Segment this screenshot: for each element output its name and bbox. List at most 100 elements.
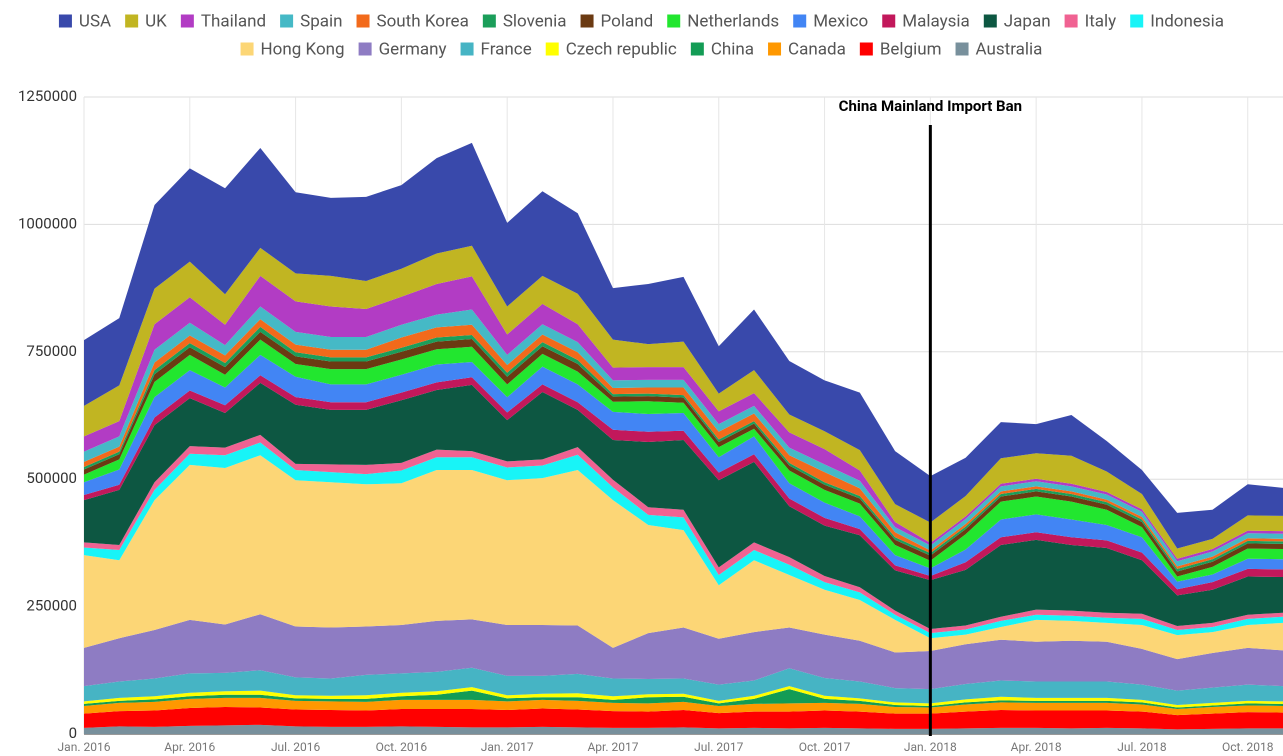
area xyxy=(84,455,1283,660)
legend-item: Czech republic xyxy=(545,39,677,59)
legend-label: France xyxy=(481,39,532,59)
legend-label: Malaysia xyxy=(902,11,970,31)
legend-swatch xyxy=(545,42,559,56)
legend-item: Canada xyxy=(768,39,846,59)
area xyxy=(84,686,1283,708)
legend-label: USA xyxy=(79,11,111,31)
legend-item: Poland xyxy=(580,11,654,31)
legend-label: Canada xyxy=(788,39,846,59)
area xyxy=(84,724,1283,734)
legend-label: Japan xyxy=(1004,11,1051,31)
legend-item: Japan xyxy=(983,11,1051,31)
area xyxy=(84,442,1283,639)
legend-swatch xyxy=(690,42,704,56)
legend-label: Slovenia xyxy=(503,11,567,31)
legend-item: China xyxy=(690,39,754,59)
area xyxy=(84,614,1283,691)
legend-item: Spain xyxy=(280,11,343,31)
legend-swatch xyxy=(358,42,372,56)
legend-item: Indonesia xyxy=(1130,11,1224,31)
legend-item: Netherlands xyxy=(667,11,779,31)
legend-item: Belgium xyxy=(859,39,942,59)
legend-label: Spain xyxy=(300,11,342,31)
area xyxy=(84,375,1283,596)
y-tick-label: 750000 xyxy=(26,342,77,360)
x-tick-label: Oct. 2017 xyxy=(799,740,851,754)
area xyxy=(84,697,1283,716)
legend-item: Slovenia xyxy=(482,11,567,31)
legend-swatch xyxy=(460,42,474,56)
legend-swatch xyxy=(580,14,594,28)
x-tick-label: Jan. 2016 xyxy=(58,740,111,754)
legend-label: South Korea xyxy=(377,11,469,31)
area xyxy=(84,245,1283,559)
y-tick-label: 250000 xyxy=(26,597,77,615)
legend-label: Italy xyxy=(1085,11,1117,31)
legend-item: Thailand xyxy=(180,11,266,31)
areas xyxy=(84,142,1283,734)
x-tick-label: Apr. 2017 xyxy=(587,740,638,754)
x-tick-label: Apr. 2018 xyxy=(1011,740,1062,754)
legend-label: Poland xyxy=(601,11,654,31)
y-tick-label: 1000000 xyxy=(18,214,77,232)
legend-swatch xyxy=(1064,14,1078,28)
area xyxy=(84,339,1283,582)
area xyxy=(84,689,1283,710)
legend-label: Australia xyxy=(976,39,1043,59)
legend-item: Malaysia xyxy=(882,11,970,31)
x-tick-label: Jul. 2017 xyxy=(694,740,744,754)
y-tick-label: 1250000 xyxy=(18,87,77,105)
axes: 0 250000 500000 750000 1000000 1250000 Jan. 20… xyxy=(18,87,1274,754)
legend-swatch xyxy=(859,42,873,56)
legend-item: Germany xyxy=(358,39,447,59)
legend-item: South Korea xyxy=(356,11,469,31)
legend-label: Netherlands xyxy=(687,11,779,31)
legend-swatch xyxy=(1130,14,1144,28)
legend-label: China xyxy=(711,39,754,59)
legend-label: Indonesia xyxy=(1150,11,1224,31)
legend-swatch xyxy=(955,42,969,56)
legend-swatch xyxy=(356,14,370,28)
y-tick-label: 500000 xyxy=(26,469,77,487)
legend-label: Czech republic xyxy=(566,39,677,59)
legend-swatch xyxy=(983,14,997,28)
legend-swatch xyxy=(240,42,254,56)
area xyxy=(84,667,1283,705)
area xyxy=(84,354,1283,590)
legend-item: USA xyxy=(58,11,111,31)
legend-item: Italy xyxy=(1064,11,1117,31)
x-tick-label: Oct. 2018 xyxy=(1222,740,1274,754)
legend-item: France xyxy=(460,39,532,59)
legend-item: Mexico xyxy=(793,11,868,31)
legend-label: Mexico xyxy=(813,11,868,31)
area xyxy=(84,706,1283,730)
x-tick-label: Jan. 2018 xyxy=(904,740,957,754)
legend-label: Germany xyxy=(379,39,447,59)
annotation-text: China Mainland Import Ban xyxy=(839,97,1022,115)
legend-swatch xyxy=(882,14,896,28)
legend-label: Thailand xyxy=(201,11,266,31)
legend-swatch xyxy=(768,42,782,56)
legend-swatch xyxy=(180,14,194,28)
x-tick-label: Oct. 2016 xyxy=(376,740,428,754)
legend-label: Hong Kong xyxy=(261,39,345,59)
legend-swatch xyxy=(793,14,807,28)
area xyxy=(84,306,1283,567)
x-tick-label: Jan. 2017 xyxy=(481,740,534,754)
legend-label: Belgium xyxy=(880,39,942,59)
legend-item: UK xyxy=(125,11,167,31)
legend-swatch xyxy=(125,14,139,28)
legend-item: Hong Kong xyxy=(240,39,345,59)
x-tick-label: Apr. 2016 xyxy=(164,740,215,754)
area xyxy=(84,326,1283,572)
area xyxy=(84,331,1283,577)
legend-item: Australia xyxy=(955,39,1043,59)
area xyxy=(84,319,1283,569)
legend-label: UK xyxy=(145,11,167,31)
x-tick-label: Jul. 2018 xyxy=(1117,740,1167,754)
legend-swatch xyxy=(482,14,496,28)
legend: USA UK Thailand Spain South Korea Slovenia Pol… xyxy=(58,11,1224,59)
x-tick-label: Jul. 2016 xyxy=(271,740,321,754)
area xyxy=(84,142,1283,549)
